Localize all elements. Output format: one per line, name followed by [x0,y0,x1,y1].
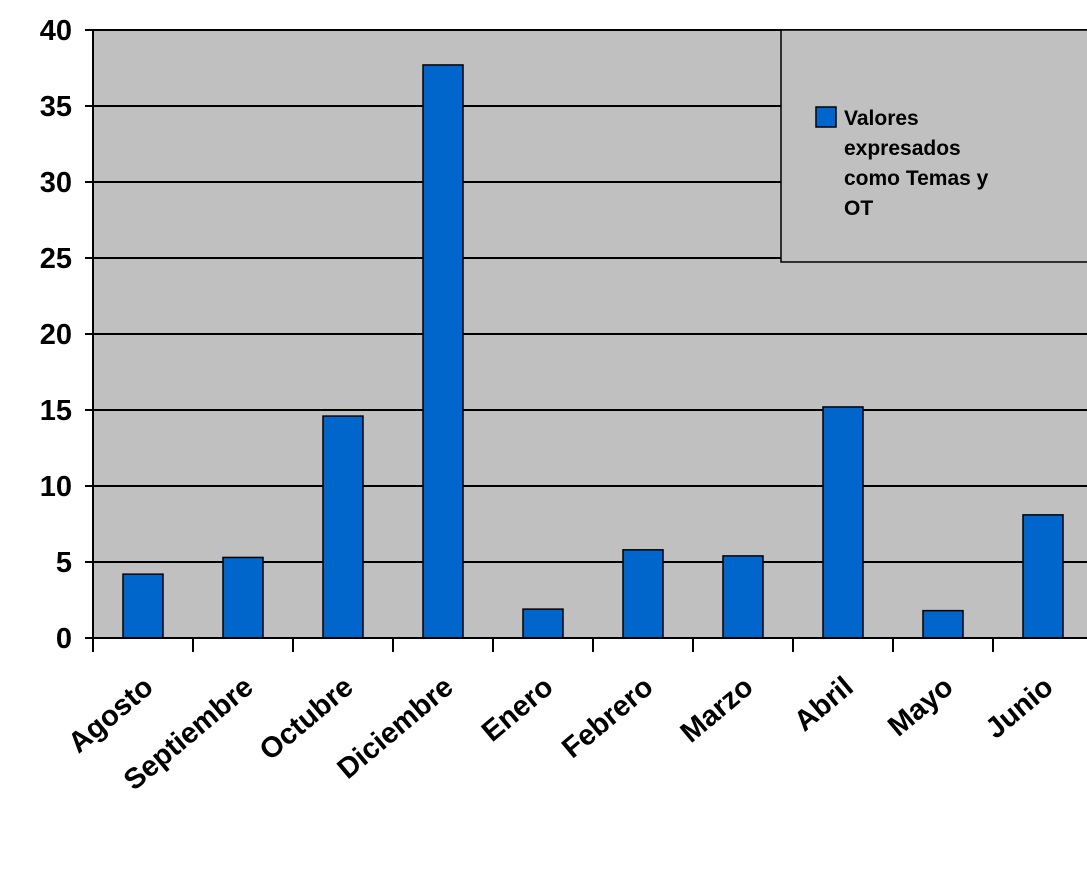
legend-label-line-3: como Temas y [844,167,989,190]
y-tick-label: 20 [40,319,72,351]
bar-enero [522,608,564,639]
bar-febrero [622,549,664,639]
legend-swatch [815,106,837,128]
axes [85,29,1087,652]
bar-septiembre [222,556,264,639]
legend-label-line-2: expresados [844,137,961,160]
bar-abril [822,406,864,639]
y-tick-label: 35 [40,91,72,123]
bar-marzo [722,555,764,639]
x-tick-label: Junio [980,671,1060,745]
x-tick-label: Marzo [675,671,760,749]
x-tick-label: Febrero [556,671,659,765]
x-tick-label: Abril [788,671,859,738]
y-tick-label: 5 [56,547,72,579]
y-tick-label: 15 [40,395,72,427]
y-tick-label: 40 [40,15,72,47]
y-tick-label: 30 [40,167,72,199]
legend-label-line-1: Valores [844,107,919,130]
y-tick-label: 10 [40,471,72,503]
x-tick-label: Enero [476,671,560,748]
bar-agosto [122,573,164,639]
bar-diciembre [422,64,464,639]
bars [122,64,1064,639]
y-tick-label: 25 [40,243,72,275]
bar-junio [1022,514,1064,639]
legend: Valores expresados como Temas y OT [780,29,1087,263]
bar-mayo [922,609,964,639]
x-tick-label: Mayo [882,671,959,743]
legend-box [780,29,1087,263]
legend-label-line-4: OT [844,197,873,220]
bar-octubre [322,415,364,639]
y-tick-label: 0 [56,623,72,655]
y-tick-labels: 0 5 10 15 20 25 30 35 40 [40,15,72,655]
x-tick-label: Agosto [62,671,159,760]
